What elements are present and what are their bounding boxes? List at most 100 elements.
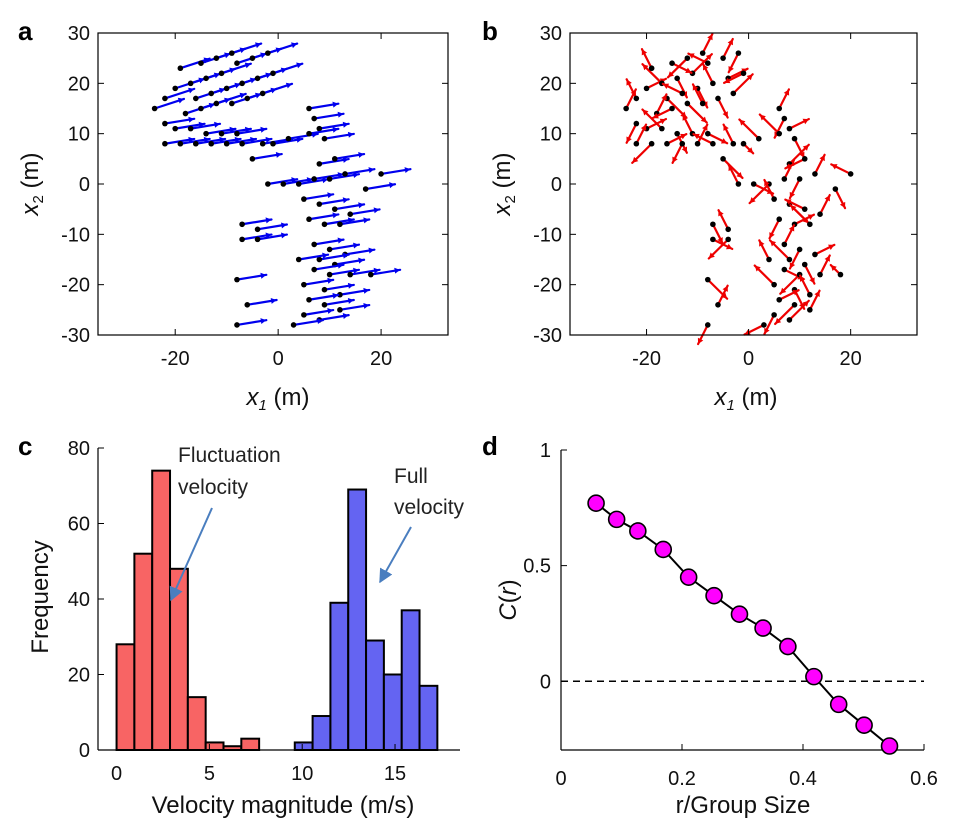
panel-b-ytick-label: -20 — [533, 275, 562, 297]
panel-b-ylabel: x2 (m) — [489, 153, 519, 217]
panel-b-position-dot — [801, 156, 808, 162]
panel-b-arrow — [753, 264, 777, 288]
panel-a-position-dot — [187, 125, 194, 132]
panel-a-position-dot — [285, 135, 292, 142]
panel-a-arrow-head — [363, 217, 370, 224]
panel-b-arrow-head — [708, 252, 715, 259]
panel-a-arrow — [301, 308, 335, 318]
panel-a-position-dot — [239, 80, 245, 87]
panel-c-ytick-label: 20 — [68, 665, 90, 687]
panel-a-arrow-head — [296, 62, 303, 69]
panel-b-position-dot — [807, 291, 813, 298]
panel-d-point — [679, 568, 698, 586]
panel-b-arrow — [788, 176, 803, 200]
panel-d-point — [607, 510, 626, 529]
panel-b-position-dot — [674, 130, 680, 137]
panel-label-a: a — [18, 16, 33, 46]
panel-a-position-dot — [162, 95, 168, 102]
panel-b-arrow-head — [697, 337, 704, 345]
panel-a-arrow — [290, 318, 325, 328]
panel-b-arrow-head — [744, 329, 751, 335]
panel-a-arrow-head — [342, 252, 349, 259]
panel-b-position-dot — [776, 105, 783, 112]
panel-b-position-dot — [771, 281, 777, 288]
panel-a-arrow-head — [358, 202, 365, 209]
hist-bar-fluctuation — [186, 696, 207, 752]
panel-a-arrow-head — [260, 272, 267, 279]
panel-a-position-dot — [337, 291, 343, 298]
panel-a-position-dot — [172, 125, 179, 132]
panel-b-arrow — [651, 105, 675, 120]
panel-c-xtick-label: 15 — [384, 763, 406, 785]
panel-a-position-dot — [234, 276, 240, 283]
panel-a-arrow — [326, 242, 361, 253]
panel-a-position-dot — [203, 130, 209, 137]
panel-b-arrow — [763, 312, 777, 336]
panel-a-position-dot — [162, 120, 168, 127]
panel-b-position-dot — [725, 226, 731, 233]
panel-a-arrow-head — [337, 111, 344, 118]
panel-b-position-dot — [710, 236, 716, 243]
panel-a-position-dot — [239, 140, 245, 147]
panel-a-position-dot — [301, 312, 307, 318]
panel-a-ytick-label: 20 — [68, 73, 90, 95]
panel-a-position-dot — [162, 140, 168, 147]
panel-b-arrow-head — [790, 205, 797, 212]
panel-a-arrow — [331, 151, 366, 162]
panel-b-xtick-label: 0 — [743, 348, 754, 370]
panel-b-ytick-label: -30 — [533, 325, 562, 347]
panel-a-position-dot — [177, 140, 184, 147]
panel-a-arrow — [285, 131, 319, 142]
panel-a-position-dot — [192, 95, 199, 102]
panel-a-arrow — [234, 318, 268, 328]
panel-a-ytick-label: -10 — [61, 224, 90, 246]
panel-a-arrow — [316, 197, 350, 207]
panel-a-arrow — [311, 262, 345, 273]
panel-a-position-dot — [244, 302, 251, 308]
panel-a-position-dot — [208, 140, 215, 147]
panel-b-arrow — [723, 70, 747, 84]
panel-a-position-dot — [254, 75, 261, 82]
panel-a-position-dot — [151, 105, 158, 112]
panel-b-arrow-head — [814, 290, 820, 297]
panel-b-position-dot — [633, 95, 640, 102]
panel-b-position-dot — [756, 135, 762, 142]
panel-b-arrow — [722, 123, 737, 147]
panel-b-arrow — [694, 123, 709, 147]
panel-a-position-dot — [316, 125, 323, 132]
panel-b-arrow — [689, 53, 713, 77]
annotation-full-line1: Full — [394, 465, 428, 488]
panel-d-ytick-label: 1 — [540, 440, 551, 462]
panel-a-arrow-head — [317, 318, 323, 324]
panel-b-arrow — [788, 246, 803, 270]
panel-b-arrow — [786, 299, 810, 323]
hist-bar-full — [329, 601, 350, 752]
panel-c-ytick-label: 40 — [68, 589, 90, 611]
panel-a-position-dot — [306, 105, 312, 112]
panel-a-arrow — [347, 267, 381, 278]
panel-a-position-dot — [192, 140, 199, 147]
hist-bar-fluctuation — [204, 741, 225, 752]
panel-a-position-dot — [270, 140, 276, 147]
panel-a-arrow-head — [214, 121, 220, 128]
panel-label-b: b — [482, 16, 498, 46]
panel-a-position-dot — [234, 130, 240, 137]
panel-d-xtick-label: 0.6 — [910, 768, 938, 790]
panel-b-position-dot — [704, 60, 711, 66]
panel-b-arrow — [784, 198, 808, 212]
panel-b-position-dot — [776, 216, 783, 223]
panel-b-position-dot — [648, 140, 655, 147]
panel-a-position-dot — [208, 90, 215, 97]
panel-a-xtick-label: -20 — [161, 348, 190, 370]
panel-b-position-dot — [807, 307, 813, 313]
panel-b-position-dot — [832, 186, 839, 192]
panel-a-arrow — [254, 232, 288, 243]
panel-a-position-dot — [347, 211, 354, 217]
panel-a-position-dot — [259, 140, 266, 147]
panel-d-point — [829, 695, 848, 714]
panel-b-position-dot — [812, 171, 818, 177]
panel-b-arrow — [717, 209, 731, 233]
panel-a-arrow — [218, 62, 252, 77]
panel-b-arrow-head — [789, 191, 796, 199]
panel-b-position-dot — [710, 221, 716, 228]
